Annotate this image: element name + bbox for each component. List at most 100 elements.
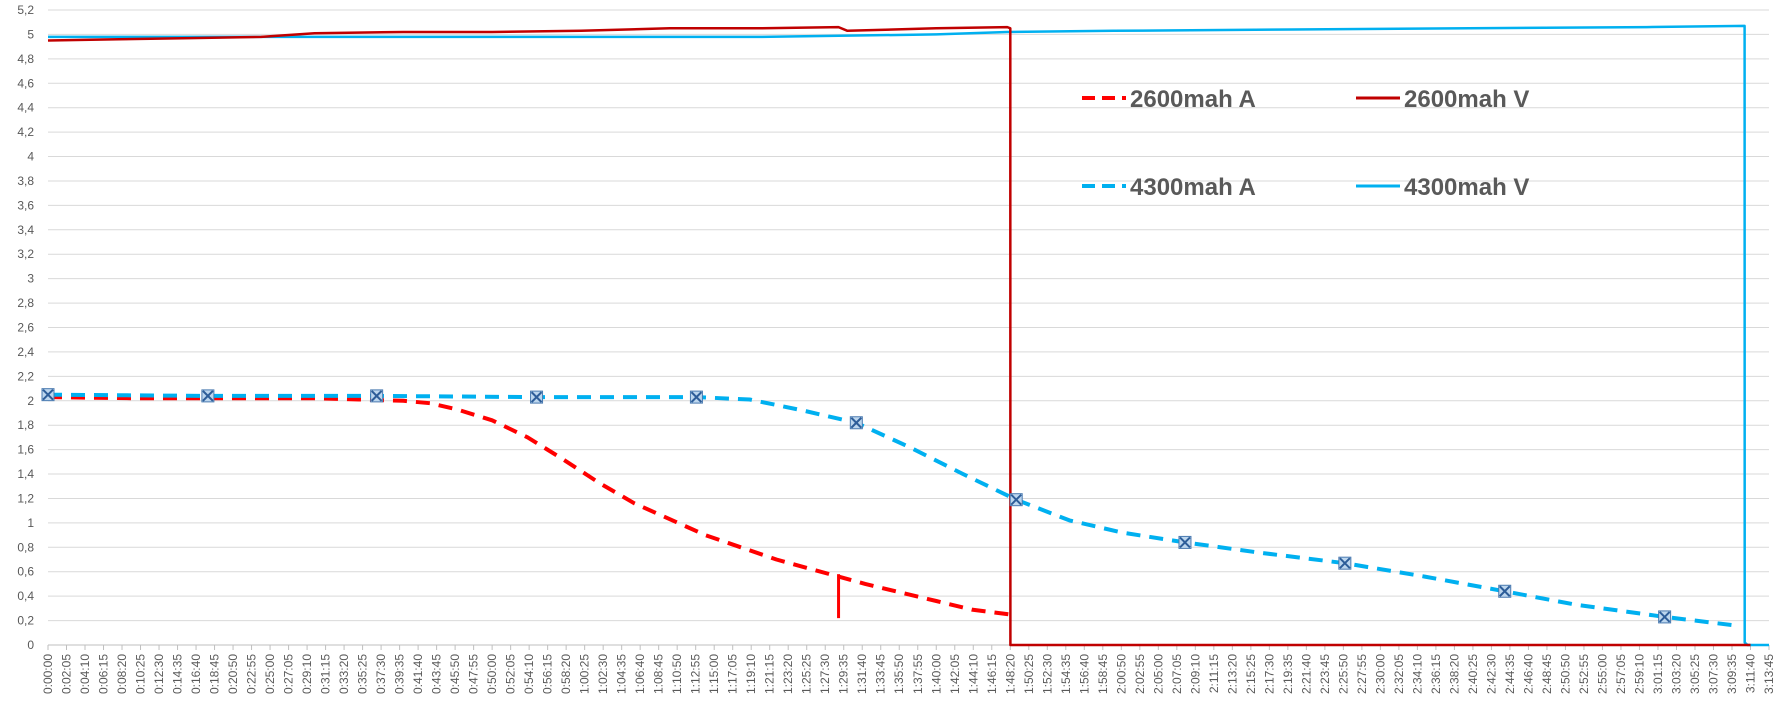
y-tick-label: 3,2	[17, 247, 34, 261]
x-tick-label: 0:58:20	[559, 654, 573, 694]
data-point-marker	[1498, 584, 1512, 598]
x-tick-label: 0:37:30	[374, 654, 388, 694]
x-tick-label: 1:08:45	[652, 654, 666, 694]
x-tick-label: 3:13:45	[1762, 654, 1774, 694]
x-tick-label: 1:33:45	[874, 654, 888, 694]
x-tick-label: 2:32:05	[1392, 654, 1406, 694]
x-tick-label: 0:31:15	[319, 654, 333, 694]
y-tick-label: 4,4	[17, 101, 34, 115]
x-tick-label: 1:44:10	[966, 654, 980, 694]
y-tick-label: 2,2	[17, 369, 34, 383]
x-tick-label: 0:50:00	[485, 654, 499, 694]
legend-entry: 4300mah A	[1082, 174, 1256, 201]
x-tick-label: 1:48:20	[1003, 654, 1017, 694]
x-tick-label: 2:46:40	[1521, 654, 1535, 694]
x-tick-label: 1:17:05	[726, 654, 740, 694]
x-tick-label: 1:19:10	[744, 654, 758, 694]
x-tick-label: 1:15:00	[707, 654, 721, 694]
data-point-marker	[1178, 535, 1192, 549]
y-tick-label: 4	[27, 150, 34, 164]
x-tick-label: 1:54:35	[1059, 654, 1073, 694]
y-tick-label: 1,4	[17, 467, 34, 481]
x-tick-label: 1:56:40	[1077, 654, 1091, 694]
series-line-4300mah-a	[47, 392, 1736, 628]
x-tick-label: 0:43:45	[430, 654, 444, 694]
data-point-marker	[1009, 493, 1023, 507]
y-tick-label: 5	[27, 27, 34, 41]
x-tick-label: 2:34:10	[1410, 654, 1424, 694]
x-tick-label: 0:47:55	[467, 654, 481, 694]
x-tick-label: 0:18:45	[208, 654, 222, 694]
x-tick-label: 1:29:35	[837, 654, 851, 694]
y-tick-label: 0,8	[17, 540, 34, 554]
x-tick-label: 0:27:05	[282, 654, 296, 694]
x-tick-label: 2:23:45	[1318, 654, 1332, 694]
y-tick-label: 1	[27, 516, 34, 530]
x-tick-label: 2:42:30	[1484, 654, 1498, 694]
x-tick-label: 1:02:30	[596, 654, 610, 694]
x-tick-label: 1:58:45	[1096, 654, 1110, 694]
y-tick-label: 5,2	[17, 3, 34, 17]
x-tick-label: 0:41:40	[411, 654, 425, 694]
x-tick-label: 1:23:20	[781, 654, 795, 694]
x-tick-label: 1:40:00	[929, 654, 943, 694]
y-tick-label: 4,2	[17, 125, 34, 139]
series-line-2600mah-a	[47, 395, 1011, 617]
y-tick-label: 2,8	[17, 296, 34, 310]
x-tick-label: 2:19:35	[1281, 654, 1295, 694]
x-tick-label: 2:59:10	[1632, 654, 1646, 694]
x-tick-label: 0:54:10	[522, 654, 536, 694]
x-tick-label: 2:21:40	[1299, 654, 1313, 694]
y-tick-label: 0,4	[17, 589, 34, 603]
y-tick-label: 2,6	[17, 321, 34, 335]
x-tick-label: 1:37:55	[911, 654, 925, 694]
y-tick-label: 0,6	[17, 565, 34, 579]
x-tick-label: 2:57:05	[1614, 654, 1628, 694]
y-tick-label: 0	[27, 638, 34, 652]
x-tick-label: 0:10:25	[134, 654, 148, 694]
x-tick-label: 1:10:50	[670, 654, 684, 694]
x-tick-label: 0:08:20	[115, 654, 129, 694]
legend: 2600mah A 2600mah V 4300mah A 4300mah V	[1082, 86, 1529, 201]
x-tick-label: 3:11:40	[1743, 654, 1757, 693]
x-tick-label: 0:56:15	[541, 654, 555, 694]
x-tick-label: 0:39:35	[393, 654, 407, 694]
x-tick-label: 2:25:50	[1336, 654, 1350, 694]
x-tick-label: 1:50:25	[1022, 654, 1036, 694]
y-tick-label: 3,4	[17, 223, 34, 237]
series-line-2600mah-v	[47, 25, 1751, 647]
y-axis-ticks: 0 0,2 0,4 0,6 0,8 1 1,2 1,4 1,6 1,8 2 2,2 2,4 2,6 2,8 3…	[17, 3, 34, 652]
legend-label: 2600mah A	[1130, 86, 1256, 113]
y-tick-label: 2,4	[17, 345, 34, 359]
x-tick-label: 2:30:00	[1373, 654, 1387, 694]
legend-label: 4300mah A	[1130, 174, 1256, 201]
x-tick-label: 1:06:40	[633, 654, 647, 694]
x-tick-label: 3:01:15	[1651, 654, 1665, 694]
legend-entry: 4300mah V	[1356, 174, 1529, 201]
x-tick-label: 3:05:25	[1688, 654, 1702, 694]
x-tick-label: 0:16:40	[189, 654, 203, 694]
x-tick-label: 2:05:00	[1151, 654, 1165, 694]
gridlines	[48, 9, 1769, 646]
y-tick-label: 1,2	[17, 491, 34, 505]
x-tick-label: 0:06:15	[97, 654, 111, 694]
x-tick-label: 1:21:15	[763, 654, 777, 694]
legend-label: 4300mah V	[1404, 174, 1529, 201]
x-tick-label: 1:31:40	[855, 654, 869, 694]
x-tick-label: 1:52:30	[1040, 654, 1054, 694]
x-tick-label: 1:00:25	[578, 654, 592, 694]
x-tick-label: 0:29:10	[300, 654, 314, 694]
x-tick-label: 3:03:20	[1669, 654, 1683, 694]
x-tick-label: 2:07:05	[1170, 654, 1184, 694]
x-tick-label: 2:11:15	[1207, 654, 1221, 693]
x-tick-label: 2:38:20	[1447, 654, 1461, 694]
x-tick-label: 0:35:25	[356, 654, 370, 694]
series-layer	[41, 24, 1769, 647]
data-point-marker	[41, 388, 55, 402]
x-tick-label: 2:00:50	[1114, 654, 1128, 694]
x-tick-label: 0:02:05	[60, 654, 74, 694]
x-tick-label: 0:22:55	[245, 654, 259, 694]
x-tick-label: 0:45:50	[448, 654, 462, 694]
x-tick-label: 2:15:25	[1244, 654, 1258, 694]
